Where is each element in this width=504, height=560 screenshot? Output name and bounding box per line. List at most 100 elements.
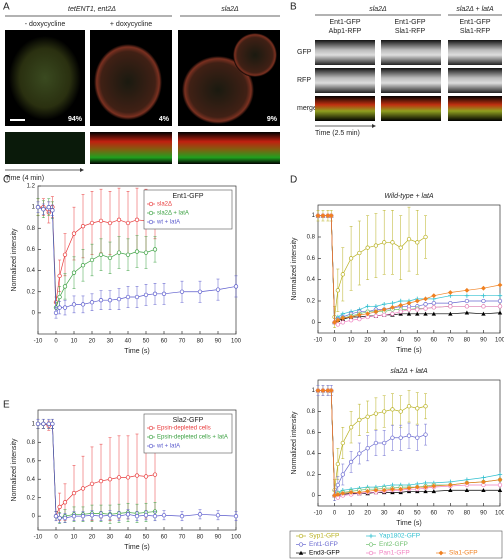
marker xyxy=(414,298,420,304)
legend-box xyxy=(289,530,503,559)
marker xyxy=(134,294,140,300)
marker xyxy=(53,514,59,519)
condition-label: - doxycycline xyxy=(25,21,66,28)
kymograph xyxy=(448,96,502,121)
y-tick-label: 0.4 xyxy=(307,451,316,457)
marker xyxy=(390,311,395,316)
y-tick-label: 1 xyxy=(312,213,316,219)
kymograph xyxy=(381,68,441,93)
y-tick-label: 0.4 xyxy=(27,268,36,274)
marker xyxy=(98,478,104,484)
marker xyxy=(143,474,149,479)
marker xyxy=(481,311,486,316)
y-tick-label: 0.2 xyxy=(307,299,316,305)
legend-label: wt + latA xyxy=(156,444,180,450)
marker xyxy=(398,245,403,250)
marker xyxy=(80,302,86,307)
x-tick-label: 10 xyxy=(348,338,355,344)
y-tick-label: 0.8 xyxy=(307,235,316,241)
marker xyxy=(71,270,77,275)
chart: 0 0.2 0.4 0.6 0.8 1 1.2 -10 0 10 20 30 40 50 60 70 80 90 1… xyxy=(11,184,242,355)
legend-label: sla2Δ + latA xyxy=(157,211,189,217)
marker xyxy=(57,273,62,279)
x-tick-label: 100 xyxy=(495,511,504,517)
marker xyxy=(423,404,428,409)
marker xyxy=(340,315,346,321)
marker xyxy=(35,204,41,210)
marker xyxy=(356,489,362,495)
marker xyxy=(373,440,379,446)
y-tick-label: 1 xyxy=(312,388,316,394)
group-label: tetENT1, ent2Δ xyxy=(68,6,116,13)
marker xyxy=(116,475,122,480)
marker xyxy=(423,296,428,302)
x-tick-label: 40 xyxy=(397,511,404,517)
marker xyxy=(62,515,68,521)
x-tick-label: 0 xyxy=(333,338,337,344)
marker xyxy=(481,298,486,304)
marker xyxy=(497,472,503,477)
kymograph xyxy=(381,40,441,65)
marker xyxy=(340,320,345,325)
marker xyxy=(406,433,412,438)
marker xyxy=(233,514,239,519)
series-line xyxy=(37,206,237,314)
column-label: Sla1-RFP xyxy=(460,28,491,35)
marker xyxy=(382,240,387,245)
marker xyxy=(390,300,395,306)
marker xyxy=(107,477,113,482)
marker xyxy=(152,472,158,477)
marker xyxy=(71,231,77,236)
series-line xyxy=(318,215,501,323)
marker xyxy=(107,255,113,261)
chart-title: Wild-type + latA xyxy=(384,193,433,200)
marker xyxy=(497,293,503,298)
marker xyxy=(71,490,77,496)
marker xyxy=(423,311,428,316)
marker xyxy=(448,311,453,316)
marker xyxy=(328,213,334,219)
x-tick-label: 70 xyxy=(179,339,186,345)
marker xyxy=(464,293,470,298)
x-tick-label: -10 xyxy=(314,338,323,344)
marker xyxy=(448,488,453,493)
x-tick-label: 100 xyxy=(231,339,242,345)
marker xyxy=(431,483,437,489)
marker xyxy=(423,234,428,240)
x-tick-label: 40 xyxy=(397,338,404,344)
x-tick-label: 30 xyxy=(107,535,114,541)
legend-marker xyxy=(368,542,374,547)
marker xyxy=(125,220,131,226)
marker xyxy=(62,284,68,289)
marker xyxy=(357,417,362,423)
marker xyxy=(415,435,420,440)
cell xyxy=(233,33,277,77)
marker xyxy=(382,409,387,414)
marker xyxy=(357,316,362,322)
marker xyxy=(335,288,341,293)
marker xyxy=(373,487,379,493)
kymograph xyxy=(5,132,85,164)
marker xyxy=(62,500,68,505)
marker xyxy=(134,249,140,254)
marker xyxy=(62,252,68,257)
legend-label: Pan1-GFP xyxy=(379,550,410,557)
x-axis-label: Time (s) xyxy=(396,347,421,354)
marker xyxy=(390,435,395,440)
legend-marker xyxy=(368,550,374,556)
x-tick-label: 50 xyxy=(414,338,421,344)
marker xyxy=(464,287,470,293)
marker xyxy=(365,488,371,494)
marker xyxy=(382,312,387,318)
marker xyxy=(431,305,436,310)
x-tick-label: 10 xyxy=(348,511,355,517)
x-tick-label: 90 xyxy=(215,535,222,541)
marker xyxy=(481,304,486,309)
marker xyxy=(161,291,167,296)
marker xyxy=(197,512,203,517)
marker xyxy=(320,388,326,393)
marker xyxy=(431,300,436,306)
x-tick-label: 50 xyxy=(414,511,421,517)
marker xyxy=(125,294,131,300)
arrow-head xyxy=(372,124,376,128)
